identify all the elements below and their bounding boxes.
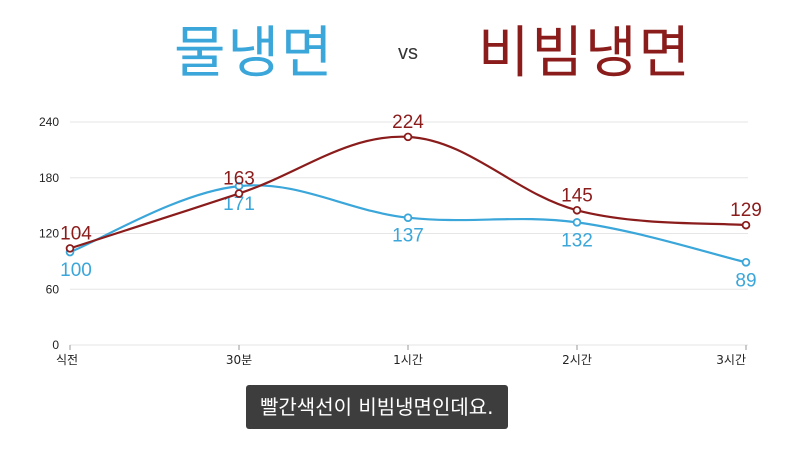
title-bibim-naengmyeon: 비빔냉면 — [478, 21, 693, 86]
data-label-bibim: 224 — [392, 112, 424, 133]
y-tick-label: 60 — [46, 282, 60, 296]
data-label-bibim: 145 — [561, 185, 593, 206]
data-point-bibim — [234, 189, 244, 198]
title-vs: vs — [398, 42, 418, 64]
data-label-mul: 100 — [60, 260, 92, 281]
data-point-bibim — [403, 132, 413, 142]
x-tick-label: 1시간 — [393, 353, 423, 367]
data-label-bibim: 163 — [223, 169, 255, 190]
data-point-mul — [741, 258, 751, 267]
series-line-mul — [69, 184, 747, 264]
x-tick-label: 30분 — [226, 353, 252, 367]
data-point-bibim — [741, 220, 751, 230]
data-label-mul: 132 — [561, 230, 593, 251]
y-tick-label: 0 — [52, 338, 59, 352]
data-point-mul — [403, 213, 413, 223]
x-tick-label: 2시간 — [562, 353, 592, 367]
data-point-mul — [572, 218, 582, 227]
x-tick-label: 식전 — [56, 353, 78, 367]
data-label-bibim: 104 — [60, 223, 92, 244]
x-tick-label: 3시간 — [716, 353, 746, 367]
title-mul-naengmyeon: 물냉면 — [174, 21, 335, 86]
data-point-bibim — [572, 205, 582, 215]
data-label-bibim: 129 — [730, 200, 762, 221]
data-label-mul: 137 — [392, 226, 424, 247]
y-tick-label: 120 — [39, 227, 59, 241]
y-tick-label: 240 — [39, 115, 59, 129]
data-label-mul: 171 — [223, 194, 255, 215]
video-subtitle: 빨간색선이 비빔냉면인데요. — [246, 385, 508, 429]
y-tick-label: 180 — [39, 171, 59, 185]
data-point-bibim — [65, 244, 75, 253]
data-label-mul: 89 — [735, 270, 756, 291]
